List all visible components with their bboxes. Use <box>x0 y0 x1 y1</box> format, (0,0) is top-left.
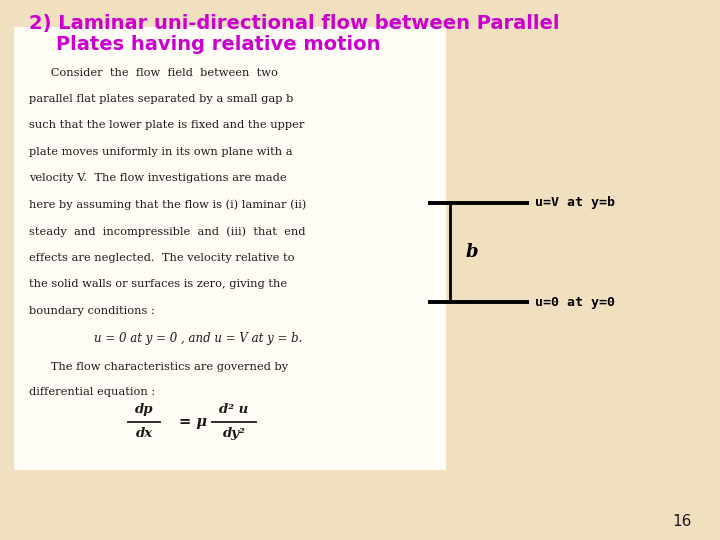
FancyBboxPatch shape <box>14 27 446 470</box>
Text: Consider  the  flow  field  between  two: Consider the flow field between two <box>29 68 278 78</box>
Text: dp: dp <box>135 403 153 416</box>
Text: b: b <box>466 244 479 261</box>
Text: plate moves uniformly in its own plane with a: plate moves uniformly in its own plane w… <box>29 147 292 157</box>
Text: d² u: d² u <box>220 403 248 416</box>
Text: differential equation :: differential equation : <box>29 387 155 397</box>
Text: effects are neglected.  The velocity relative to: effects are neglected. The velocity rela… <box>29 253 294 263</box>
Text: = μ: = μ <box>179 415 207 429</box>
Text: steady  and  incompressible  and  (iii)  that  end: steady and incompressible and (iii) that… <box>29 226 305 237</box>
Text: 2) Laminar uni-directional flow between Parallel: 2) Laminar uni-directional flow between … <box>29 14 559 32</box>
Text: here by assuming that the flow is (i) laminar (ii): here by assuming that the flow is (i) la… <box>29 200 306 211</box>
Text: 16: 16 <box>672 514 691 529</box>
Text: velocity V.  The flow investigations are made: velocity V. The flow investigations are … <box>29 173 287 184</box>
Text: Plates having relative motion: Plates having relative motion <box>29 35 380 54</box>
Text: such that the lower plate is fixed and the upper: such that the lower plate is fixed and t… <box>29 120 304 131</box>
Text: The flow characteristics are governed by: The flow characteristics are governed by <box>29 362 288 372</box>
Text: u = 0 at y = 0 , and u = V at y = b.: u = 0 at y = 0 , and u = V at y = b. <box>94 332 302 345</box>
Text: u=0 at y=0: u=0 at y=0 <box>535 296 615 309</box>
Text: parallel flat plates separated by a small gap b: parallel flat plates separated by a smal… <box>29 94 293 104</box>
Text: boundary conditions :: boundary conditions : <box>29 306 155 316</box>
Text: the solid walls or surfaces is zero, giving the: the solid walls or surfaces is zero, giv… <box>29 279 287 289</box>
Text: dy²: dy² <box>222 427 246 440</box>
Text: u=V at y=b: u=V at y=b <box>535 196 615 209</box>
Text: dx: dx <box>135 427 153 440</box>
